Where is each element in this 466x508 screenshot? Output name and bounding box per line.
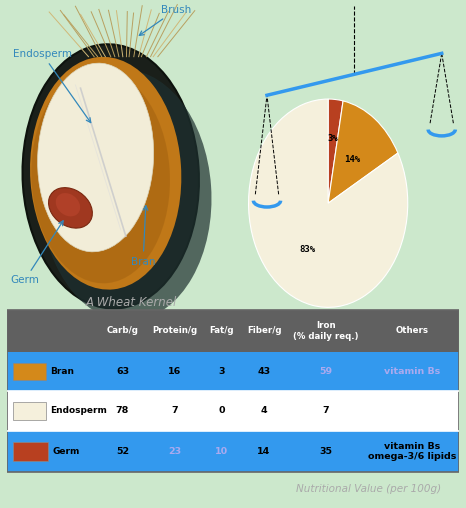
Bar	[99, 310, 146, 352]
Text: Bran: Bran	[50, 367, 74, 376]
Bar	[288, 431, 364, 472]
Bar	[146, 431, 203, 472]
Ellipse shape	[22, 44, 199, 308]
Text: Bran: Bran	[131, 206, 155, 267]
Text: 4: 4	[261, 406, 267, 416]
Text: 59: 59	[320, 367, 333, 376]
Bar	[240, 431, 288, 472]
Text: Nutritional Value (per 100g): Nutritional Value (per 100g)	[296, 484, 441, 494]
Text: Germ: Germ	[52, 447, 80, 456]
Ellipse shape	[48, 187, 92, 228]
Bar	[146, 310, 203, 352]
Bar	[203, 431, 240, 472]
Bar	[13, 442, 48, 461]
Text: 7: 7	[323, 406, 329, 416]
Bar	[240, 391, 288, 431]
Text: 63: 63	[116, 367, 129, 376]
Bar	[240, 352, 288, 391]
Text: Brush: Brush	[139, 5, 192, 36]
Text: 3%: 3%	[328, 135, 338, 143]
Text: A Wheat Kernel: A Wheat Kernel	[85, 296, 177, 309]
Ellipse shape	[38, 63, 154, 252]
Text: Germ: Germ	[10, 221, 63, 285]
Text: 78: 78	[116, 406, 129, 416]
Text: Endosperm: Endosperm	[50, 406, 107, 416]
Text: Carb/g: Carb/g	[107, 326, 138, 335]
Bar	[7, 310, 99, 352]
Bar	[7, 310, 459, 472]
Bar	[7, 391, 99, 431]
Bar	[7, 352, 99, 391]
Text: Fat/g: Fat/g	[210, 326, 234, 335]
Text: Fiber/g: Fiber/g	[247, 326, 281, 335]
Text: vitamin Bs
omega-3/6 lipids: vitamin Bs omega-3/6 lipids	[368, 442, 456, 461]
Bar	[146, 352, 203, 391]
Text: vitamin Bs: vitamin Bs	[384, 367, 440, 376]
Text: 83%: 83%	[299, 245, 315, 255]
Text: Endosperm: Endosperm	[13, 49, 91, 122]
Wedge shape	[328, 101, 398, 203]
Bar	[13, 402, 46, 420]
Text: 43: 43	[258, 367, 271, 376]
Bar	[288, 310, 364, 352]
Text: 10: 10	[215, 447, 228, 456]
Ellipse shape	[30, 57, 181, 290]
Bar	[203, 391, 240, 431]
Text: 14%: 14%	[344, 155, 361, 164]
Wedge shape	[328, 99, 343, 203]
Bar	[7, 431, 99, 472]
Text: Composition by Weight: Composition by Weight	[289, 314, 419, 324]
Bar	[240, 310, 288, 352]
Bar	[13, 363, 46, 380]
Text: Protein/g: Protein/g	[152, 326, 197, 335]
Text: 14: 14	[257, 447, 271, 456]
Ellipse shape	[40, 70, 212, 321]
Bar	[99, 431, 146, 472]
Text: 3: 3	[219, 367, 225, 376]
Bar	[146, 391, 203, 431]
Bar	[288, 352, 364, 391]
Ellipse shape	[31, 70, 170, 283]
Text: 52: 52	[116, 447, 129, 456]
Text: 16: 16	[168, 367, 181, 376]
Text: Others: Others	[395, 326, 428, 335]
Bar	[288, 391, 364, 431]
Bar	[364, 352, 459, 391]
Bar	[203, 310, 240, 352]
Text: 35: 35	[320, 447, 333, 456]
Text: 23: 23	[168, 447, 181, 456]
Bar	[203, 352, 240, 391]
Bar	[364, 391, 459, 431]
Bar	[99, 352, 146, 391]
Text: 7: 7	[171, 406, 178, 416]
Bar	[364, 431, 459, 472]
Text: Iron
(% daily req.): Iron (% daily req.)	[294, 321, 359, 340]
Bar	[99, 391, 146, 431]
Bar	[364, 310, 459, 352]
Wedge shape	[248, 99, 408, 307]
Text: 0: 0	[219, 406, 225, 416]
Ellipse shape	[56, 193, 80, 216]
